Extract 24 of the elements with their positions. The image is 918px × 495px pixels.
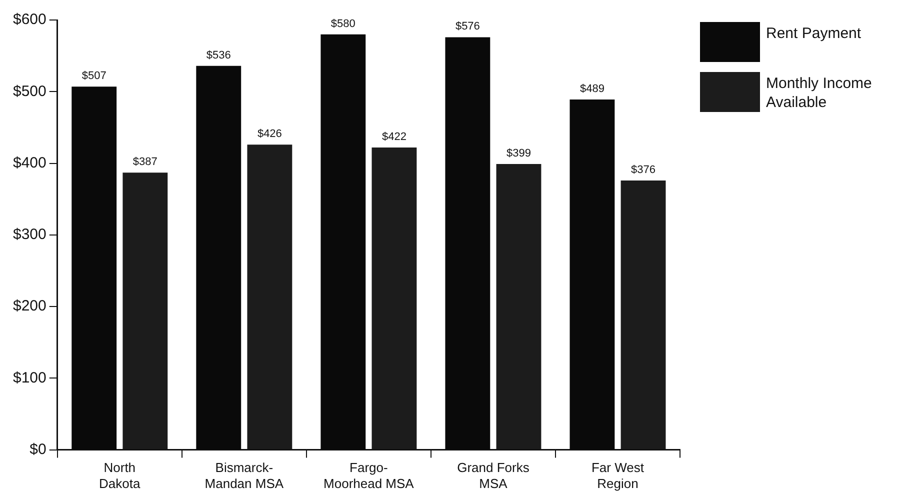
- x-tick-label: Bismarck- Mandan MSA: [204, 460, 284, 491]
- data-label: $536: [206, 49, 231, 62]
- x-tick-label: Far West Region: [591, 460, 644, 491]
- y-tick-label: $0: [30, 440, 46, 458]
- data-label: $387: [132, 156, 158, 168]
- x-tick-label: North Dakota: [99, 460, 141, 491]
- y-tick-label: $300: [12, 226, 46, 244]
- data-label: $422: [382, 131, 406, 144]
- data-label: $489: [580, 83, 604, 96]
- x-tick-label: Fargo- Moorhead MSA: [324, 460, 414, 491]
- data-label: $576: [455, 20, 480, 33]
- y-tick-label: $500: [12, 82, 46, 100]
- data-label: $580: [330, 18, 356, 30]
- data-label: $426: [257, 128, 282, 140]
- y-tick-label: $400: [12, 154, 46, 172]
- y-tick-label: $200: [12, 298, 46, 315]
- y-tick-label: $100: [12, 369, 46, 386]
- x-tick-label: Grand Forks MSA: [457, 460, 530, 491]
- text: Monthly Income Available: [766, 74, 872, 112]
- text: Rent Payment: [766, 24, 862, 43]
- data-label: $507: [82, 70, 106, 82]
- data-label: $376: [631, 164, 656, 176]
- y-tick-label: $600: [12, 11, 46, 28]
- data-label: $399: [506, 148, 531, 160]
